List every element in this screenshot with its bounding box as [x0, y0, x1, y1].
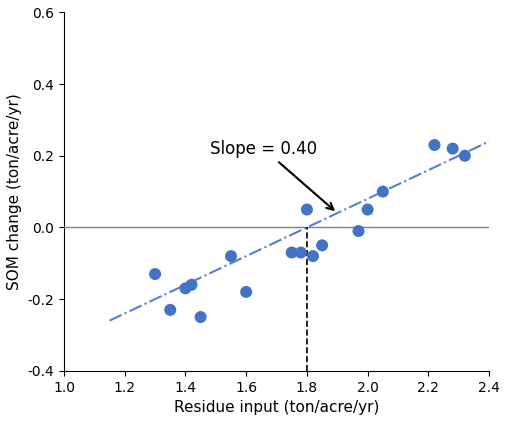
X-axis label: Residue input (ton/acre/yr): Residue input (ton/acre/yr) — [174, 400, 379, 415]
Point — [242, 289, 250, 295]
Point — [287, 249, 296, 256]
Text: Slope = 0.40: Slope = 0.40 — [210, 140, 334, 210]
Point — [430, 142, 439, 149]
Point — [188, 281, 196, 288]
Point — [182, 285, 190, 292]
Point — [227, 253, 235, 260]
Point — [364, 206, 372, 213]
Point — [318, 242, 326, 249]
Point — [354, 227, 363, 234]
Point — [379, 188, 387, 195]
Point — [449, 145, 457, 152]
Point — [297, 249, 305, 256]
Point — [151, 271, 159, 277]
Y-axis label: SOM change (ton/acre/yr): SOM change (ton/acre/yr) — [7, 93, 22, 290]
Point — [166, 306, 174, 313]
Point — [197, 314, 205, 320]
Point — [309, 253, 317, 260]
Point — [303, 206, 311, 213]
Point — [461, 152, 469, 159]
